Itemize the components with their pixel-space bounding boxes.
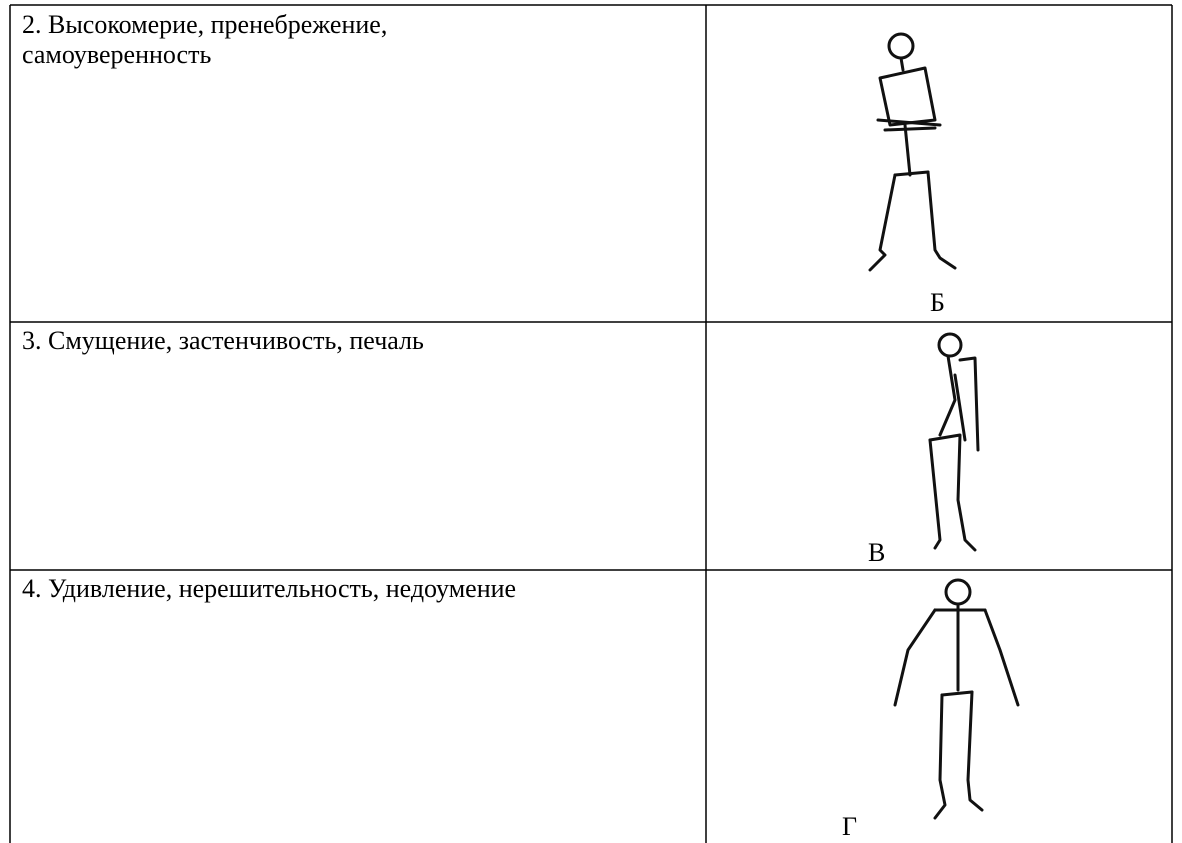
figure-arrogance	[868, 32, 957, 272]
description: 2. Высокомерие, пренебрежение, самоувере…	[22, 10, 388, 69]
figure-surprise	[893, 578, 1020, 820]
figure-label: Б	[930, 288, 945, 317]
figure-label: В	[868, 538, 886, 567]
description: 4. Удивление, нерешительность, недоумени…	[22, 574, 517, 603]
figure-shyness	[928, 332, 980, 552]
figure-label: Г	[842, 812, 858, 841]
description: 3. Смущение, застенчивость, печаль	[22, 326, 424, 355]
